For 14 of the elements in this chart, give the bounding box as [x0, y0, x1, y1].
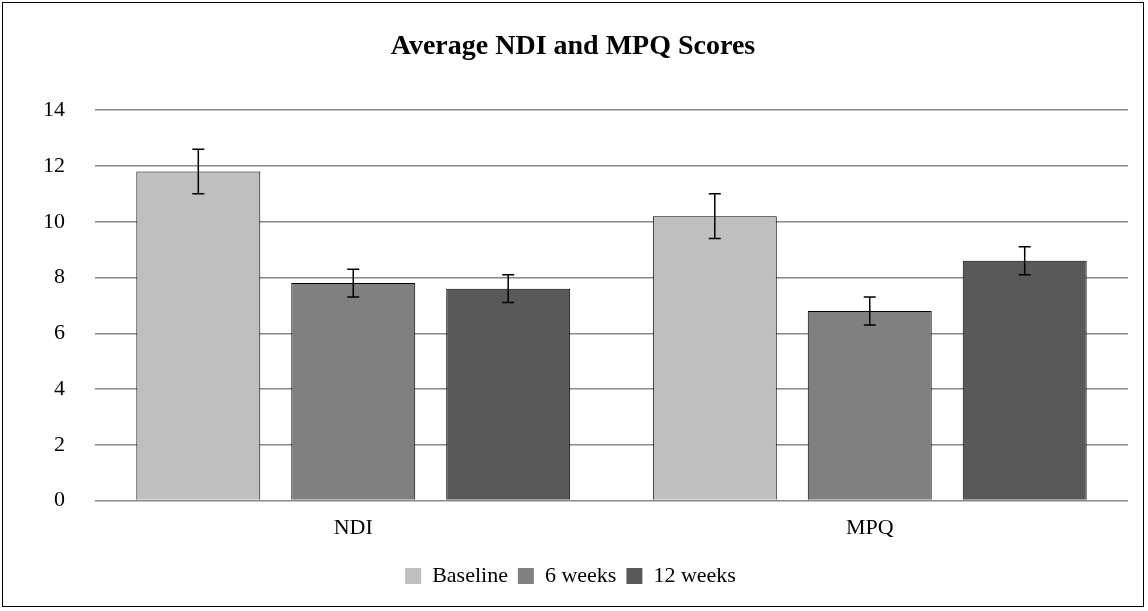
x-tick-label: MPQ [845, 513, 894, 539]
y-tick-label: 10 [43, 207, 65, 233]
y-tick-label: 6 [54, 319, 65, 345]
y-tick-label: 8 [54, 263, 65, 289]
y-tick-label: 12 [43, 151, 65, 177]
chart-title: Average NDI and MPQ Scores [389, 29, 757, 61]
legend-label: 12 weeks [653, 561, 736, 587]
y-tick-label: 14 [43, 95, 65, 121]
y-tick-label: 0 [54, 486, 65, 512]
y-tick-label: 2 [54, 430, 65, 456]
legend-label: 6 weeks [544, 561, 617, 587]
x-tick-label: NDI [333, 513, 373, 539]
legend-label: Baseline [432, 561, 508, 587]
y-tick-label: 4 [54, 374, 65, 400]
